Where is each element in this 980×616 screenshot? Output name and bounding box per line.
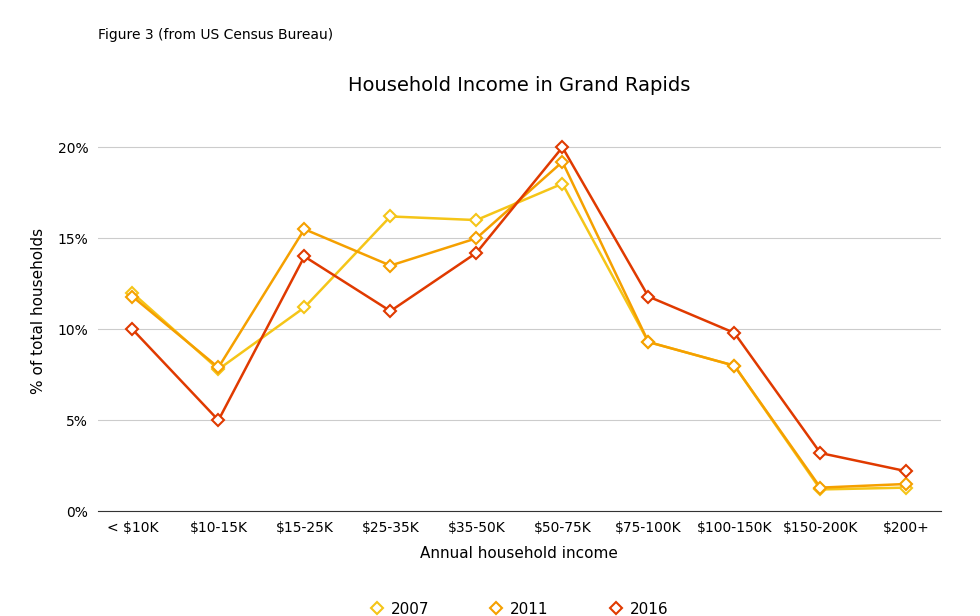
2007 [384,213,396,220]
2011 [557,158,568,166]
2011 [384,262,396,269]
2007 [643,338,655,346]
Line: 2016: 2016 [128,143,910,476]
2007 [814,486,826,493]
2016 [728,329,740,336]
2011 [728,362,740,370]
Line: 2007: 2007 [128,179,910,493]
2011 [299,225,311,233]
Title: Household Income in Grand Rapids: Household Income in Grand Rapids [348,76,691,95]
2016 [126,326,138,333]
Legend: 2007, 2011, 2016: 2007, 2011, 2016 [365,595,674,616]
2016 [470,249,482,256]
2011 [126,293,138,300]
2007 [470,216,482,224]
2016 [213,416,224,424]
2011 [901,480,912,488]
Y-axis label: % of total households: % of total households [31,228,46,394]
2007 [213,366,224,373]
Text: Figure 3 (from US Census Bureau): Figure 3 (from US Census Bureau) [98,28,333,42]
2007 [901,484,912,492]
2011 [470,235,482,242]
2011 [213,364,224,371]
2016 [643,293,655,300]
2007 [126,289,138,296]
2016 [814,449,826,456]
2016 [557,144,568,151]
2011 [643,338,655,346]
X-axis label: Annual household income: Annual household income [420,546,618,561]
2007 [728,362,740,370]
2016 [384,307,396,315]
2011 [814,484,826,492]
2007 [299,304,311,311]
2007 [557,180,568,187]
2016 [299,253,311,260]
2016 [901,468,912,475]
Line: 2011: 2011 [128,158,910,492]
